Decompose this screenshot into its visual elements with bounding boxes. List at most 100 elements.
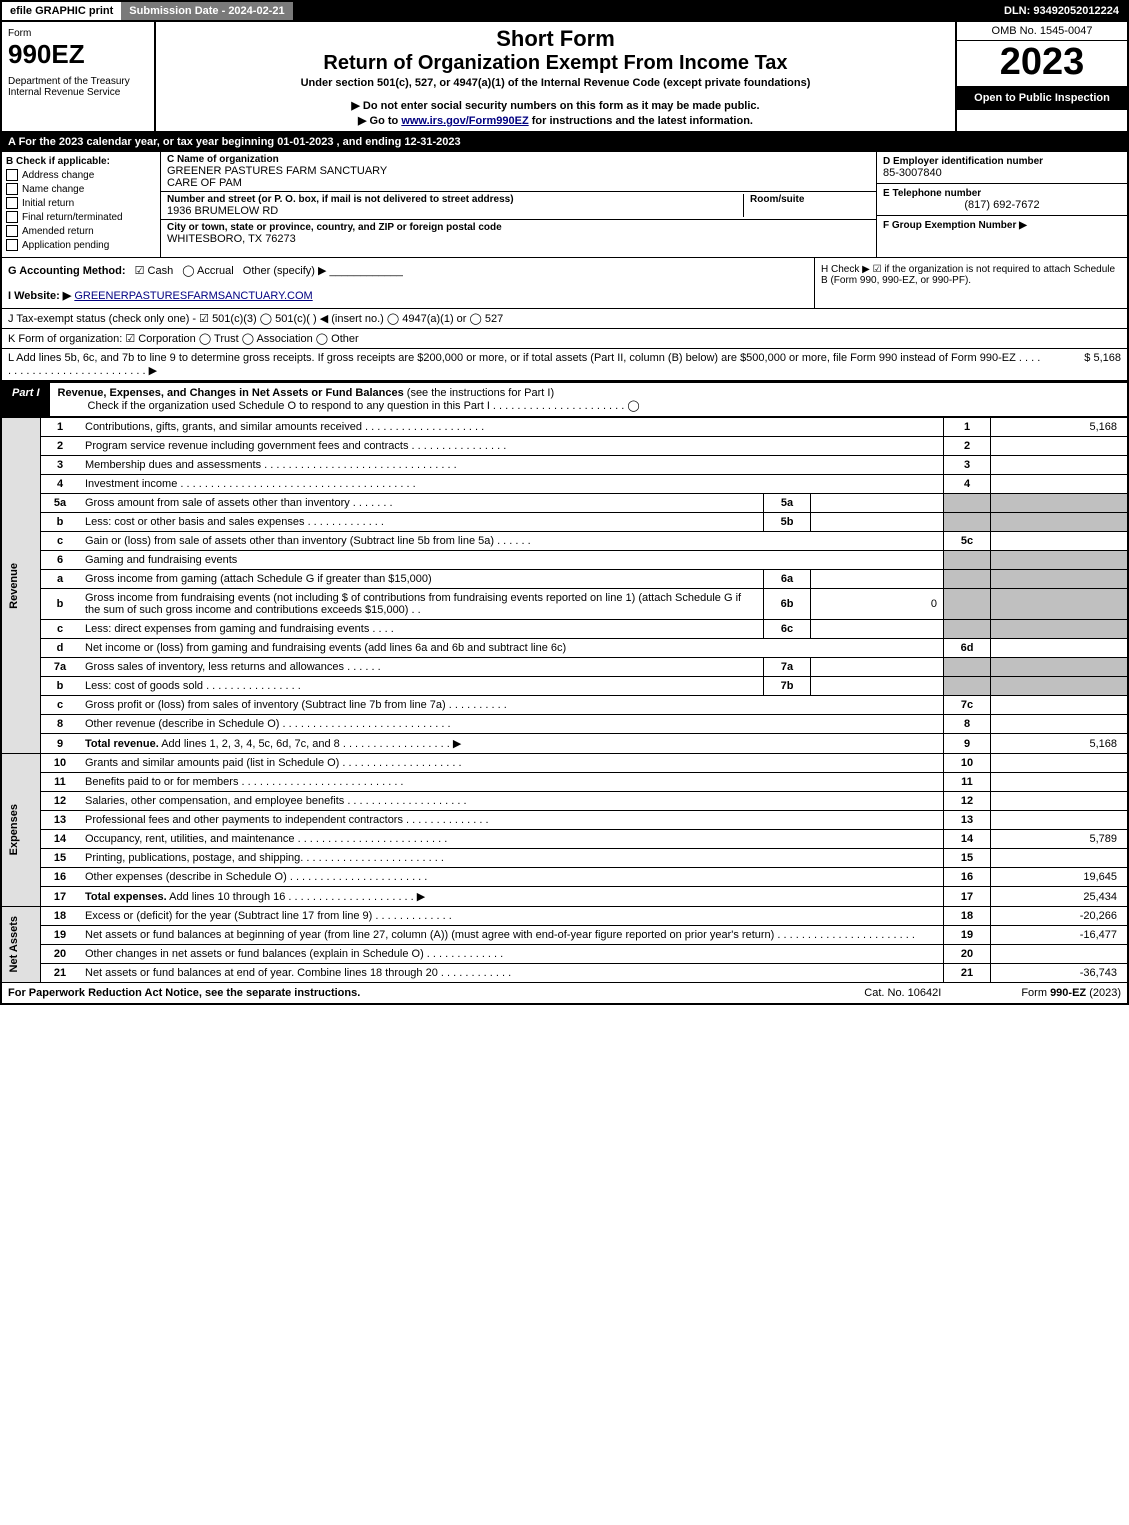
table-row: 2Program service revenue including gover… — [2, 437, 1127, 456]
line-val: 5,789 — [991, 830, 1128, 849]
line-key — [944, 658, 991, 677]
header-right: OMB No. 1545-0047 2023 Open to Public In… — [955, 22, 1127, 131]
line-desc: Occupancy, rent, utilities, and maintena… — [79, 830, 944, 849]
table-row: 9Total revenue. Add lines 1, 2, 3, 4, 5c… — [2, 734, 1127, 754]
line-desc: Contributions, gifts, grants, and simila… — [79, 418, 944, 437]
line-key — [944, 589, 991, 620]
footer-right: Form 990-EZ (2023) — [1021, 987, 1121, 999]
line-val — [991, 658, 1128, 677]
d-label: D Employer identification number — [883, 156, 1121, 167]
sub-key: 6b — [764, 589, 811, 620]
line-desc: Total revenue. Add lines 1, 2, 3, 4, 5c,… — [79, 734, 944, 754]
vertical-category: Net Assets — [2, 907, 41, 983]
sub-val — [811, 570, 944, 589]
line-number: c — [41, 696, 80, 715]
sub-val — [811, 658, 944, 677]
chk-name[interactable] — [6, 183, 18, 195]
table-row: 11Benefits paid to or for members . . . … — [2, 773, 1127, 792]
b-label: B Check if applicable: — [6, 156, 156, 167]
chk-address[interactable] — [6, 169, 18, 181]
line-number: d — [41, 639, 80, 658]
table-row: 7aGross sales of inventory, less returns… — [2, 658, 1127, 677]
section-b: B Check if applicable: Address change Na… — [2, 152, 1127, 258]
table-row: 4Investment income . . . . . . . . . . .… — [2, 475, 1127, 494]
website-link[interactable]: GREENERPASTURESFARMSANCTUARY.COM — [74, 290, 312, 302]
line-l: L Add lines 5b, 6c, and 7b to line 9 to … — [2, 349, 1127, 381]
line-desc: Less: cost of goods sold . . . . . . . .… — [79, 677, 764, 696]
line-number: c — [41, 532, 80, 551]
tax-year: 2023 — [957, 41, 1127, 85]
opt-initial: Initial return — [22, 198, 74, 209]
h-check: H Check ▶ ☑ if the organization is not r… — [814, 258, 1127, 308]
line-key — [944, 570, 991, 589]
line-val — [991, 773, 1128, 792]
line-key: 17 — [944, 887, 991, 907]
part1-title-text: Revenue, Expenses, and Changes in Net As… — [58, 387, 404, 399]
sub-key: 7b — [764, 677, 811, 696]
line-key: 7c — [944, 696, 991, 715]
line-number: 4 — [41, 475, 80, 494]
line-desc: Printing, publications, postage, and shi… — [79, 849, 944, 868]
table-row: Revenue1Contributions, gifts, grants, an… — [2, 418, 1127, 437]
line-desc: Grants and similar amounts paid (list in… — [79, 754, 944, 773]
line-desc: Gross profit or (loss) from sales of inv… — [79, 696, 944, 715]
table-row: Net Assets18Excess or (deficit) for the … — [2, 907, 1127, 926]
line-val — [991, 494, 1128, 513]
line-key: 3 — [944, 456, 991, 475]
goto-pre: ▶ Go to — [358, 115, 401, 127]
line-key: 6d — [944, 639, 991, 658]
table-row: aGross income from gaming (attach Schedu… — [2, 570, 1127, 589]
line-number: 17 — [41, 887, 80, 907]
line-desc: Other changes in net assets or fund bala… — [79, 945, 944, 964]
line-val — [991, 589, 1128, 620]
line-number: 20 — [41, 945, 80, 964]
line-desc: Gross income from fundraising events (no… — [79, 589, 764, 620]
table-row: cGain or (loss) from sale of assets othe… — [2, 532, 1127, 551]
chk-amended[interactable] — [6, 225, 18, 237]
vertical-category: Expenses — [2, 754, 41, 907]
line-number: 7a — [41, 658, 80, 677]
col-b-checkboxes: B Check if applicable: Address change Na… — [2, 152, 161, 257]
line-desc: Net income or (loss) from gaming and fun… — [79, 639, 944, 658]
line-desc: Benefits paid to or for members . . . . … — [79, 773, 944, 792]
line-val — [991, 551, 1128, 570]
line-key: 20 — [944, 945, 991, 964]
line-val — [991, 620, 1128, 639]
line-number: 15 — [41, 849, 80, 868]
part1-check: Check if the organization used Schedule … — [58, 399, 1119, 412]
sub-key: 5b — [764, 513, 811, 532]
line-key: 5c — [944, 532, 991, 551]
sub-key: 7a — [764, 658, 811, 677]
line-a: A For the 2023 calendar year, or tax yea… — [2, 133, 1127, 152]
title-return: Return of Organization Exempt From Incom… — [164, 52, 947, 75]
table-row: 8Other revenue (describe in Schedule O) … — [2, 715, 1127, 734]
table-row: 20Other changes in net assets or fund ba… — [2, 945, 1127, 964]
table-row: cGross profit or (loss) from sales of in… — [2, 696, 1127, 715]
line-val — [991, 513, 1128, 532]
line-number: 3 — [41, 456, 80, 475]
chk-pending[interactable] — [6, 239, 18, 251]
irs-link[interactable]: www.irs.gov/Form990EZ — [401, 115, 528, 127]
line-number: 5a — [41, 494, 80, 513]
table-row: Expenses10Grants and similar amounts pai… — [2, 754, 1127, 773]
line-number: 11 — [41, 773, 80, 792]
line-desc: Gain or (loss) from sale of assets other… — [79, 532, 944, 551]
line-val: 19,645 — [991, 868, 1128, 887]
line-number: 1 — [41, 418, 80, 437]
l-val: $ 5,168 — [1041, 352, 1121, 377]
chk-initial[interactable] — [6, 197, 18, 209]
opt-final: Final return/terminated — [22, 212, 123, 223]
line-number: b — [41, 677, 80, 696]
line-number: b — [41, 513, 80, 532]
chk-final[interactable] — [6, 211, 18, 223]
city-val: WHITESBORO, TX 76273 — [167, 233, 870, 245]
line-val — [991, 677, 1128, 696]
footer: For Paperwork Reduction Act Notice, see … — [2, 982, 1127, 1003]
c-label: C Name of organization — [167, 154, 870, 165]
subtitle-goto: ▶ Go to www.irs.gov/Form990EZ for instru… — [164, 114, 947, 127]
g-cash: Cash — [148, 265, 174, 277]
line-val — [991, 811, 1128, 830]
line-desc: Gross sales of inventory, less returns a… — [79, 658, 764, 677]
part1-header: Part I Revenue, Expenses, and Changes in… — [2, 381, 1127, 417]
line-desc: Less: cost or other basis and sales expe… — [79, 513, 764, 532]
